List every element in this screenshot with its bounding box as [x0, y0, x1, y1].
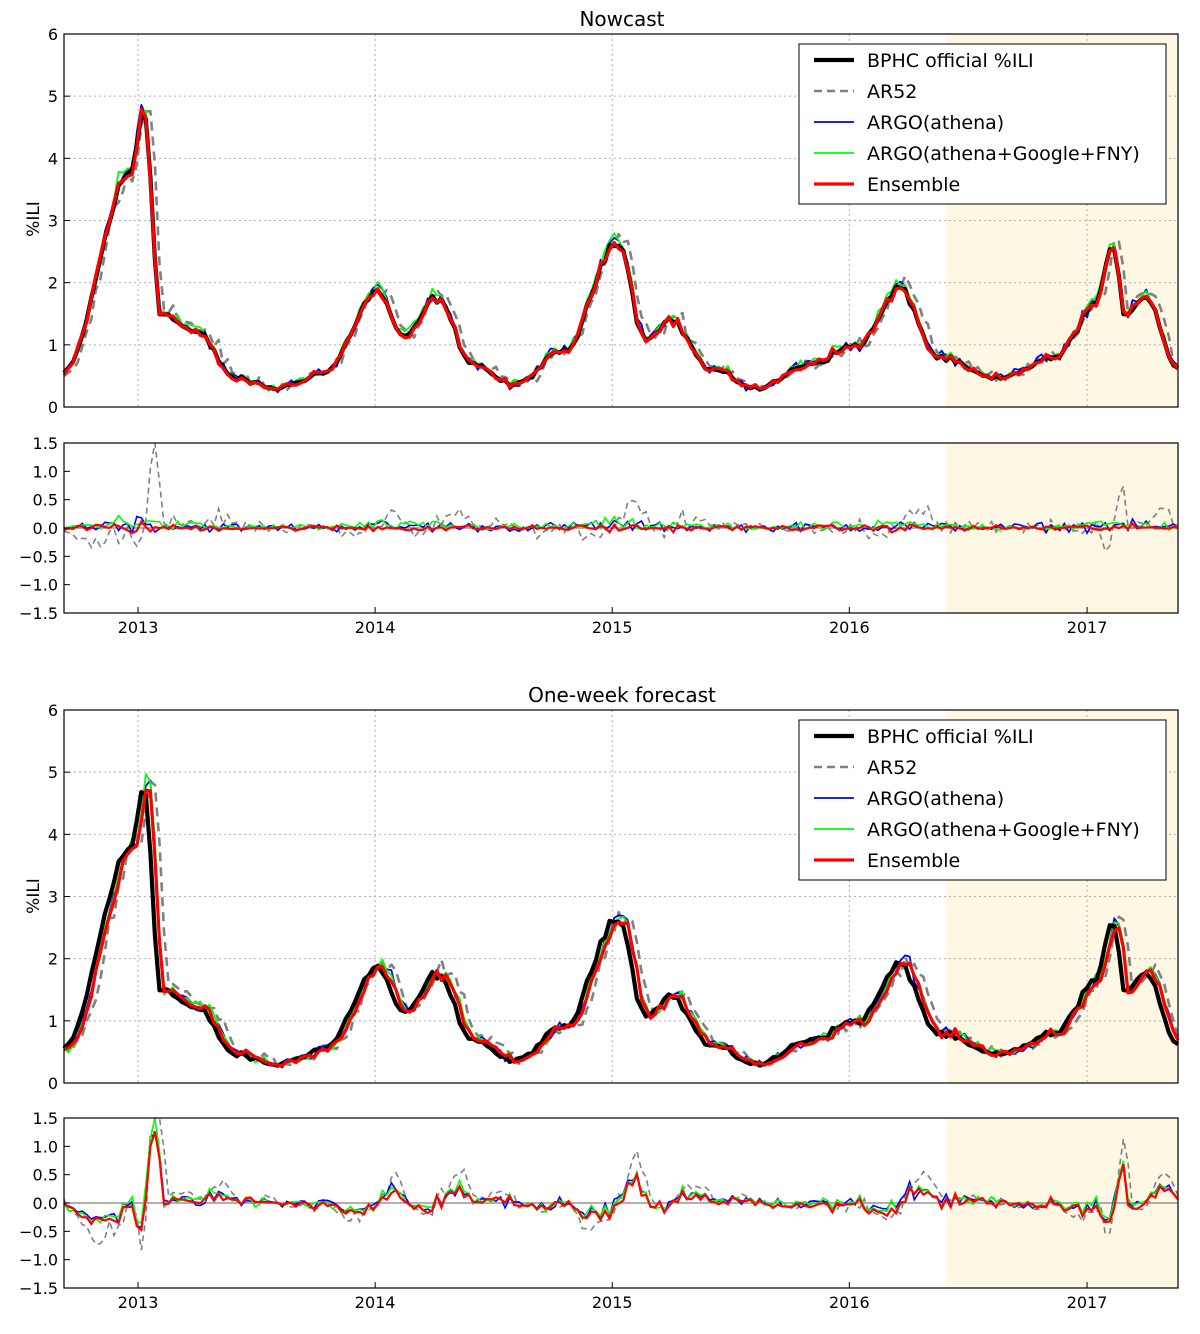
legend-label: ARGO(athena+Google+FNY)	[867, 143, 1140, 165]
y-tick-label: 1.5	[33, 1109, 58, 1128]
nowcast-ylabel: %ILI	[24, 201, 44, 237]
legend-label: ARGO(athena)	[867, 112, 1004, 134]
forecast-ylabel: %ILI	[24, 878, 44, 914]
y-tick-label: 0.5	[33, 1166, 58, 1185]
y-tick-label: 0.0	[33, 1194, 58, 1213]
y-tick-label: 1.0	[33, 1137, 58, 1156]
y-tick-label: −1.0	[19, 576, 58, 595]
y-tick-label: 0.0	[33, 519, 58, 538]
y-tick-label: 5	[48, 763, 58, 782]
residual-line-argo-athena-google-fny-	[63, 1117, 1179, 1224]
x-tick-label: 2015	[592, 1293, 633, 1312]
y-tick-label: −0.5	[19, 1222, 58, 1241]
y-tick-label: 6	[48, 25, 58, 44]
series-line-ensemble	[62, 107, 1180, 391]
residual-line-ensemble	[63, 519, 1179, 535]
residual-line-argo-athena-	[63, 1132, 1179, 1229]
x-tick-label: 2017	[1067, 618, 1108, 637]
residual-line-ensemble	[63, 1130, 1179, 1233]
y-tick-label: −1.0	[19, 1251, 58, 1270]
series-line-ensemble	[63, 788, 1180, 1068]
y-tick-label: −1.5	[19, 1279, 58, 1298]
nowcast-title: Nowcast	[579, 7, 664, 31]
y-tick-label: 3	[48, 888, 58, 907]
forecast-title: One-week forecast	[528, 683, 716, 707]
x-tick-label: 2016	[829, 1293, 870, 1312]
y-tick-label: 1.5	[33, 434, 58, 453]
y-tick-label: 0.5	[33, 491, 58, 510]
legend-label: Ensemble	[867, 850, 960, 872]
y-tick-label: 4	[48, 149, 58, 168]
legend-label: BPHC official %ILI	[867, 726, 1034, 748]
y-tick-label: 0	[48, 1074, 58, 1093]
y-tick-label: 3	[48, 212, 58, 231]
legend-label: AR52	[867, 81, 917, 103]
legend-label: ARGO(athena+Google+FNY)	[867, 819, 1140, 841]
x-tick-label: 2014	[355, 1293, 396, 1312]
legend-label: BPHC official %ILI	[867, 50, 1034, 72]
y-tick-label: −1.5	[19, 604, 58, 623]
x-tick-label: 2016	[829, 618, 870, 637]
y-tick-label: 1.0	[33, 462, 58, 481]
y-tick-label: 6	[48, 701, 58, 720]
x-tick-label: 2015	[592, 618, 633, 637]
y-tick-label: 4	[48, 825, 58, 844]
legend-label: AR52	[867, 757, 917, 779]
legend-label: Ensemble	[867, 174, 960, 196]
x-tick-label: 2013	[118, 1293, 159, 1312]
legend-box	[798, 43, 1167, 205]
legend-box	[798, 719, 1167, 881]
y-tick-label: 1	[48, 1012, 58, 1031]
x-tick-label: 2017	[1067, 1293, 1108, 1312]
y-tick-label: 2	[48, 950, 58, 969]
x-tick-label: 2014	[355, 618, 396, 637]
y-tick-label: 5	[48, 87, 58, 106]
y-tick-label: 2	[48, 274, 58, 293]
y-tick-label: 1	[48, 336, 58, 355]
legend-label: ARGO(athena)	[867, 788, 1004, 810]
x-tick-label: 2013	[118, 618, 159, 637]
y-tick-label: 0	[48, 398, 58, 417]
y-tick-label: −0.5	[19, 547, 58, 566]
